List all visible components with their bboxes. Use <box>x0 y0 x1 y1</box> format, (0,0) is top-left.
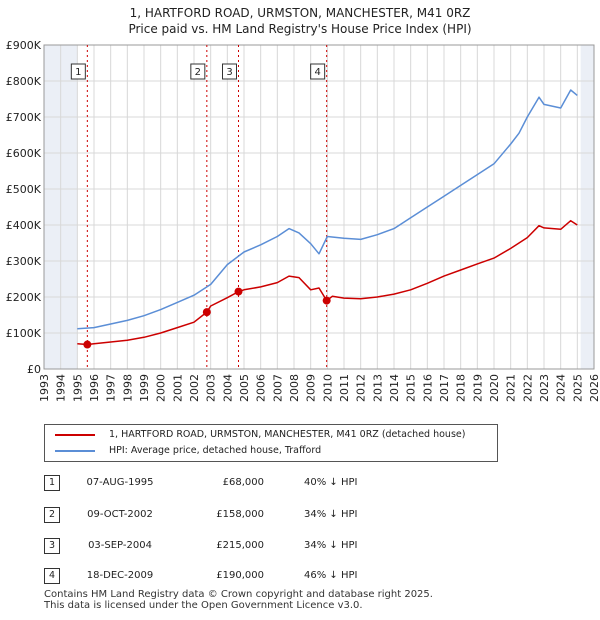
y-tick-label: £800K <box>6 75 42 88</box>
legend-swatch-hpi <box>55 449 95 452</box>
y-tick-label: £0 <box>27 363 41 376</box>
table-row: 1 07-AUG-1995 £68,000 40% ↓ HPI <box>0 475 600 495</box>
legend-label-property: 1, HARTFORD ROAD, URMSTON, MANCHESTER, M… <box>109 429 466 440</box>
x-tick-label: 1997 <box>105 374 118 402</box>
x-tick-label: 2010 <box>321 374 334 402</box>
x-tick-label: 2026 <box>588 374 600 402</box>
sale-label-box <box>70 63 86 80</box>
sale-date: 09-OCT-2002 <box>87 509 153 520</box>
y-tick-label: £100K <box>6 327 42 340</box>
sale-price: £68,000 <box>222 477 264 488</box>
x-tick-label: 2003 <box>205 374 218 402</box>
legend-item-property: 1, HARTFORD ROAD, URMSTON, MANCHESTER, M… <box>55 427 465 443</box>
x-tick-label: 2005 <box>238 374 251 402</box>
legend-item-hpi: HPI: Average price, detached house, Traf… <box>55 443 321 459</box>
x-tick-label: 2017 <box>438 374 451 402</box>
sale-price: £190,000 <box>216 570 264 581</box>
x-tick-label: 2015 <box>405 374 418 402</box>
sale-point <box>202 308 211 317</box>
table-row: 3 03-SEP-2004 £215,000 34% ↓ HPI <box>0 538 600 558</box>
sale-point <box>234 287 243 296</box>
x-tick-label: 2023 <box>538 374 551 402</box>
x-tick-label: 2002 <box>188 374 201 402</box>
x-tick-label: 2020 <box>488 374 501 402</box>
x-tick-label: 2001 <box>171 374 184 402</box>
x-tick-label: 2021 <box>505 374 518 402</box>
footer: Contains HM Land Registry data © Crown c… <box>44 589 433 611</box>
sale-hpi-diff: 34% ↓ HPI <box>304 509 358 520</box>
x-tick-label: 2025 <box>571 374 584 402</box>
sale-hpi-diff: 40% ↓ HPI <box>304 477 358 488</box>
shaded-period <box>580 45 594 369</box>
sale-date: 18-DEC-2009 <box>86 570 154 581</box>
y-tick-label: £700K <box>6 111 42 124</box>
legend: 1, HARTFORD ROAD, URMSTON, MANCHESTER, M… <box>44 424 498 462</box>
sale-date: 03-SEP-2004 <box>88 540 152 551</box>
property-price-line <box>77 219 578 346</box>
sale-hpi-diff: 46% ↓ HPI <box>304 570 358 581</box>
sale-label: 2 <box>195 67 201 78</box>
x-tick-label: 2012 <box>355 374 368 402</box>
plot-border <box>43 44 595 370</box>
chart-subtitle: Price paid vs. HM Land Registry's House … <box>128 22 472 36</box>
sale-point <box>322 296 331 305</box>
sale-label-box <box>190 63 206 80</box>
sale-price: £158,000 <box>216 509 264 520</box>
x-tick-label: 2016 <box>421 374 434 402</box>
x-tick-label: 1999 <box>138 374 151 402</box>
sale-label-box <box>222 63 237 80</box>
legend-swatch-property <box>55 433 95 436</box>
sale-label: 4 <box>314 67 320 78</box>
sale-label-box <box>310 63 326 80</box>
sale-number-badge: 4 <box>44 568 60 584</box>
x-tick-label: 2006 <box>255 374 268 402</box>
x-tick-label: 2019 <box>471 374 484 402</box>
legend-label-hpi: HPI: Average price, detached house, Traf… <box>109 445 322 456</box>
hpi-line <box>77 89 578 330</box>
x-tick-label: 2009 <box>305 374 318 402</box>
x-tick-label: 1998 <box>121 374 134 402</box>
x-tick-label: 1995 <box>71 374 84 402</box>
footer-licence: This data is licensed under the Open Gov… <box>44 600 363 611</box>
sale-hpi-diff: 34% ↓ HPI <box>304 540 358 551</box>
x-tick-label: 2022 <box>521 374 534 402</box>
y-tick-label: £600K <box>6 147 42 160</box>
x-tick-label: 2007 <box>271 374 284 402</box>
y-tick-label: £500K <box>6 183 42 196</box>
footer-copyright: Contains HM Land Registry data © Crown c… <box>44 589 433 600</box>
x-tick-label: 2008 <box>288 374 301 402</box>
sale-number-badge: 2 <box>44 507 60 523</box>
x-tick-label: 2014 <box>388 374 401 402</box>
y-tick-label: £200K <box>6 291 42 304</box>
sale-label: 3 <box>226 67 232 78</box>
sale-point <box>83 340 92 349</box>
y-tick-label: £900K <box>6 39 42 52</box>
sale-label: 1 <box>75 67 81 78</box>
table-row: 2 09-OCT-2002 £158,000 34% ↓ HPI <box>0 507 600 527</box>
x-tick-label: 1996 <box>88 374 101 402</box>
x-tick-label: 1993 <box>38 374 51 402</box>
y-tick-label: £400K <box>6 219 42 232</box>
sale-number-badge: 1 <box>44 475 60 491</box>
plot-area <box>44 45 594 369</box>
sale-number-badge: 3 <box>44 538 60 554</box>
x-tick-label: 2004 <box>221 374 234 402</box>
x-tick-label: 2024 <box>555 374 568 402</box>
x-tick-label: 1994 <box>55 374 68 402</box>
table-row: 4 18-DEC-2009 £190,000 46% ↓ HPI <box>0 568 600 588</box>
sale-date: 07-AUG-1995 <box>86 477 154 488</box>
y-tick-label: £300K <box>6 255 42 268</box>
sale-price: £215,000 <box>216 540 264 551</box>
chart-title: 1, HARTFORD ROAD, URMSTON, MANCHESTER, M… <box>129 6 471 20</box>
x-tick-label: 2000 <box>155 374 168 402</box>
price-chart: £0 £100K £200K £300K £400K £500K £600K £700K £80… <box>6 39 600 402</box>
x-tick-label: 2011 <box>338 374 351 402</box>
x-tick-label: 2018 <box>455 374 468 402</box>
x-tick-label: 2013 <box>371 374 384 402</box>
